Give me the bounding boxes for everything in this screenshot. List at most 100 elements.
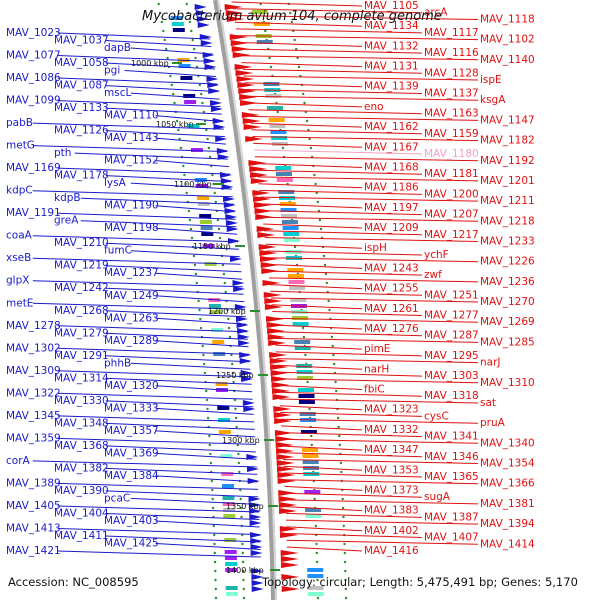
gene-label: MAV_1279 xyxy=(54,327,109,339)
guide-dot xyxy=(344,578,347,582)
label-connector-line xyxy=(57,100,221,108)
gene-label: fumC xyxy=(104,245,132,257)
label-connector-line xyxy=(266,250,423,256)
label-connector-line xyxy=(254,156,479,162)
guide-dot xyxy=(160,20,163,24)
gene-label: MAV_1303 xyxy=(424,370,479,382)
label-connector-line xyxy=(105,175,231,183)
label-connector-line xyxy=(105,287,244,295)
label-connector-line xyxy=(32,280,243,288)
label-connector-line xyxy=(237,35,479,41)
gene-label: MAV_1037 xyxy=(54,35,109,47)
gene-label: MAV_1197 xyxy=(364,202,419,214)
label-connector-line xyxy=(248,109,423,115)
feature-band-left xyxy=(211,328,224,332)
feature-arrow-right xyxy=(270,370,289,376)
feature-arrow-left xyxy=(250,532,263,538)
guide-dot xyxy=(344,569,347,573)
feature-arrow-right xyxy=(272,394,291,400)
guide-dot xyxy=(175,119,179,123)
gene-label: MAV_1368 xyxy=(54,440,109,452)
gene-label: MAV_1087 xyxy=(54,80,109,92)
label-connector-line xyxy=(57,167,230,175)
gene-label: lysA xyxy=(104,177,127,189)
label-connector-line xyxy=(278,391,423,397)
gene-label: MAV_1346 xyxy=(424,451,479,463)
gene-label: MAV_1347 xyxy=(364,444,419,456)
gene-label: MAV_1134 xyxy=(364,20,419,32)
feature-band-right xyxy=(284,238,300,242)
label-connector-line xyxy=(105,107,222,115)
gene-label: MAV_1126 xyxy=(54,125,109,137)
guide-dot xyxy=(221,263,225,267)
gene-label: MAV_1217 xyxy=(424,229,479,241)
feature-band-left xyxy=(202,244,215,248)
feature-arrow-left xyxy=(243,406,256,412)
label-connector-line xyxy=(285,506,363,512)
label-connector-line xyxy=(155,227,238,235)
guide-dot xyxy=(290,20,293,24)
gene-label: MAV_1249 xyxy=(104,290,159,302)
guide-dot xyxy=(295,47,298,51)
guide-dot xyxy=(241,542,244,546)
feature-band-right xyxy=(307,574,324,578)
label-connector-line xyxy=(276,364,363,370)
guide-dot xyxy=(192,254,196,258)
gene-label: MAV_1285 xyxy=(480,336,535,348)
feature-band-right xyxy=(269,124,286,128)
gene-label: narH xyxy=(364,363,389,375)
gene-label: pcaC xyxy=(104,492,130,504)
guide-dot xyxy=(322,254,326,258)
label-connector-line xyxy=(277,378,479,384)
guide-dot xyxy=(239,488,242,492)
gene-label: MAV_1276 xyxy=(364,323,419,335)
feature-arrow-right xyxy=(253,202,272,208)
tick-1250: 1250 kbp xyxy=(216,371,268,380)
feature-arrow-right xyxy=(258,244,277,250)
feature-band-left xyxy=(213,352,226,356)
gene-label: MAV_1390 xyxy=(54,485,109,497)
gene-label: MAV_1318 xyxy=(424,390,479,402)
label-connector-line xyxy=(265,243,363,249)
guide-dot xyxy=(194,56,197,60)
guide-dot xyxy=(184,182,187,186)
label-connector-line xyxy=(155,272,243,280)
feature-band-right xyxy=(270,130,287,134)
guide-dot xyxy=(211,173,214,177)
gene-label: MAV_1366 xyxy=(480,478,535,490)
guide-dot xyxy=(242,596,246,600)
guide-dot xyxy=(213,560,217,564)
feature-band-left xyxy=(223,514,236,518)
guide-dot xyxy=(185,2,188,6)
feature-band-right xyxy=(288,280,305,284)
label-connector-line xyxy=(286,526,363,532)
guide-dot xyxy=(237,461,241,465)
feature-arrow-right xyxy=(272,388,291,394)
gene-label: ispH xyxy=(364,242,387,254)
guide-dot xyxy=(211,506,215,510)
feature-band-left xyxy=(201,232,214,236)
feature-band-right xyxy=(287,268,304,272)
feature-arrow-left xyxy=(251,586,264,592)
guide-dot xyxy=(303,101,306,105)
guide-dot xyxy=(313,497,316,501)
feature-band-right xyxy=(276,178,293,182)
guide-dot xyxy=(323,263,327,267)
feature-arrow-left xyxy=(251,568,264,574)
guide-dot xyxy=(190,236,194,240)
feature-arrow-left xyxy=(202,52,215,58)
feature-arrow-right xyxy=(252,190,271,196)
gene-label: MAV_1384 xyxy=(104,470,159,482)
guide-dot xyxy=(165,47,168,51)
guide-dot xyxy=(226,308,229,312)
feature-arrow-right xyxy=(281,562,300,568)
label-connector-line xyxy=(271,304,363,310)
gene-label: MAV_1320 xyxy=(104,380,159,392)
gene-label: MAV_1309 xyxy=(6,365,61,377)
label-connector-line xyxy=(279,405,363,411)
label-connector-line xyxy=(105,513,260,520)
feature-arrow-left xyxy=(237,328,250,334)
guide-dot xyxy=(163,38,166,42)
gene-label: MAV_1058 xyxy=(54,57,109,69)
